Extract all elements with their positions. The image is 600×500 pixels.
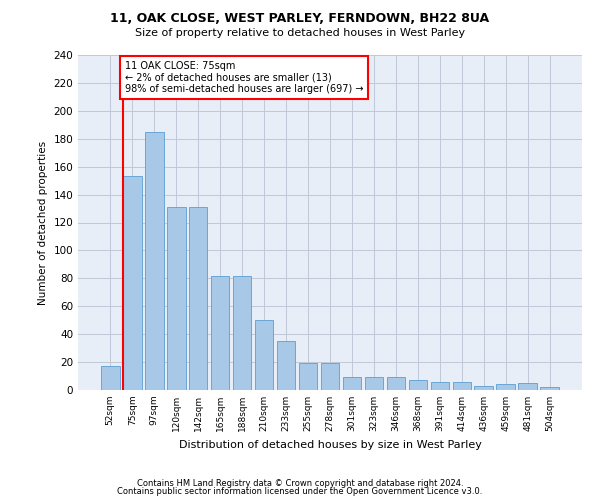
Bar xyxy=(233,276,251,390)
Bar xyxy=(475,386,493,390)
Text: Contains HM Land Registry data © Crown copyright and database right 2024.: Contains HM Land Registry data © Crown c… xyxy=(137,478,463,488)
Bar xyxy=(167,207,185,390)
Bar xyxy=(145,132,164,390)
Bar xyxy=(518,383,537,390)
Bar xyxy=(123,176,142,390)
Bar xyxy=(431,382,449,390)
Text: 11 OAK CLOSE: 75sqm
← 2% of detached houses are smaller (13)
98% of semi-detache: 11 OAK CLOSE: 75sqm ← 2% of detached hou… xyxy=(125,60,364,94)
Bar xyxy=(211,276,229,390)
Bar xyxy=(277,341,295,390)
Bar xyxy=(189,207,208,390)
Bar xyxy=(365,378,383,390)
Bar xyxy=(299,364,317,390)
Y-axis label: Number of detached properties: Number of detached properties xyxy=(38,140,48,304)
Text: Size of property relative to detached houses in West Parley: Size of property relative to detached ho… xyxy=(135,28,465,38)
Bar xyxy=(541,387,559,390)
Bar xyxy=(255,320,274,390)
Bar xyxy=(101,366,119,390)
Bar xyxy=(343,378,361,390)
Bar xyxy=(452,382,471,390)
Bar xyxy=(320,364,340,390)
Text: 11, OAK CLOSE, WEST PARLEY, FERNDOWN, BH22 8UA: 11, OAK CLOSE, WEST PARLEY, FERNDOWN, BH… xyxy=(110,12,490,26)
Bar xyxy=(496,384,515,390)
Bar xyxy=(409,380,427,390)
X-axis label: Distribution of detached houses by size in West Parley: Distribution of detached houses by size … xyxy=(179,440,481,450)
Text: Contains public sector information licensed under the Open Government Licence v3: Contains public sector information licen… xyxy=(118,488,482,496)
Bar xyxy=(386,378,405,390)
